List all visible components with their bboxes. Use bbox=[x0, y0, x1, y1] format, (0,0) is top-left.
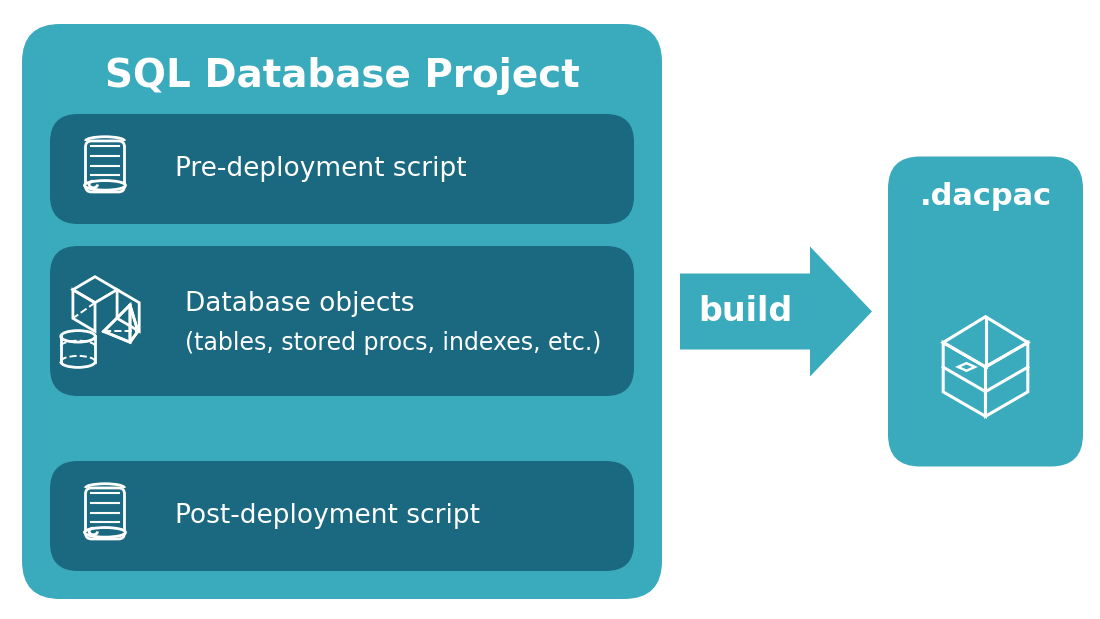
Text: Pre-deployment script: Pre-deployment script bbox=[175, 156, 466, 182]
FancyBboxPatch shape bbox=[50, 461, 634, 571]
FancyBboxPatch shape bbox=[888, 157, 1084, 467]
Ellipse shape bbox=[85, 181, 125, 190]
Text: build: build bbox=[697, 295, 792, 328]
FancyBboxPatch shape bbox=[22, 24, 662, 599]
Text: Database objects: Database objects bbox=[185, 291, 415, 317]
FancyBboxPatch shape bbox=[50, 246, 634, 396]
Text: (tables, stored procs, indexes, etc.): (tables, stored procs, indexes, etc.) bbox=[185, 331, 602, 355]
Polygon shape bbox=[680, 246, 872, 376]
Text: .dacpac: .dacpac bbox=[920, 182, 1052, 211]
FancyBboxPatch shape bbox=[50, 114, 634, 224]
Text: SQL Database Project: SQL Database Project bbox=[104, 57, 580, 95]
Ellipse shape bbox=[85, 527, 125, 537]
Text: Post-deployment script: Post-deployment script bbox=[175, 503, 480, 529]
